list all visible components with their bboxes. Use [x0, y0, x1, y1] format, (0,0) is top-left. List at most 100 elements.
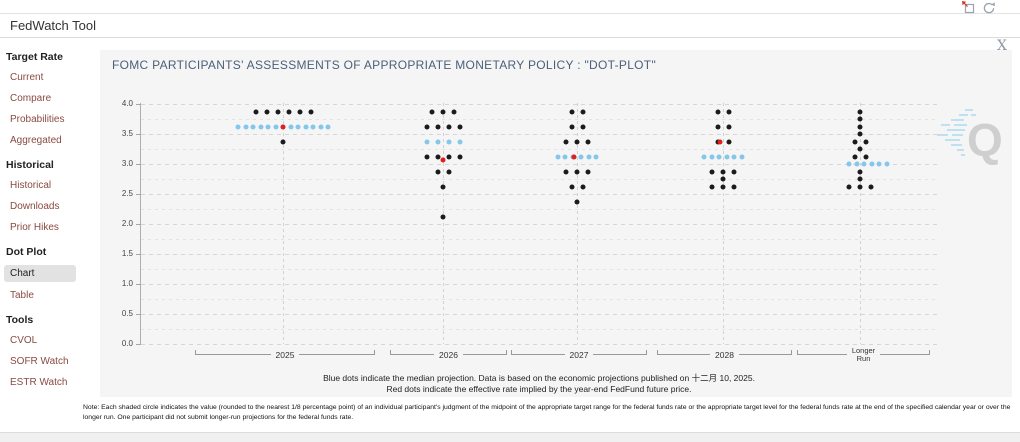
sidebar-heading-tools: Tools	[6, 314, 34, 326]
x-axis: 2025 2026 2027 2028 Longer Run	[140, 346, 938, 366]
bracket-line	[511, 350, 565, 355]
participant-dot	[429, 109, 435, 115]
median-dot	[876, 161, 882, 167]
bracket-line	[299, 350, 376, 355]
gridline	[141, 194, 939, 195]
median-dot	[435, 139, 440, 145]
x-axis-bracket: 2028	[657, 346, 793, 363]
median-dot	[716, 154, 722, 160]
sidebar-item-chart[interactable]: Chart	[4, 265, 76, 282]
quikstrike-watermark: Q	[935, 105, 1007, 171]
footnote: Note: Each shaded circle indicates the v…	[83, 404, 1011, 421]
x-axis-category-label: 2025	[275, 349, 295, 360]
horizontal-scrollbar[interactable]	[0, 432, 1020, 442]
gridline	[141, 314, 939, 315]
median-dot	[884, 161, 890, 167]
participant-dot	[253, 109, 258, 115]
titlebar: FedWatch Tool	[0, 14, 1020, 38]
y-axis-tick	[136, 344, 141, 345]
sidebar-item-table[interactable]: Table	[10, 290, 34, 301]
participant-dot	[446, 154, 451, 160]
y-axis-tick	[136, 164, 141, 165]
y-axis-tick	[136, 134, 141, 135]
gridline	[141, 269, 939, 270]
participant-dot	[857, 184, 863, 190]
gridline	[141, 179, 939, 180]
median-dot	[318, 124, 323, 130]
bracket-line	[880, 350, 931, 355]
participant-dot	[424, 154, 429, 160]
sidebar-item-downloads[interactable]: Downloads	[10, 201, 60, 212]
participant-dot	[440, 184, 446, 190]
gridline	[141, 284, 939, 285]
refresh-icon[interactable]	[982, 1, 996, 14]
median-dot	[288, 124, 293, 130]
median-dot	[724, 154, 730, 160]
participant-dot	[569, 124, 574, 130]
median-dot	[578, 154, 584, 160]
sidebar-item-prior-hikes[interactable]: Prior Hikes	[10, 222, 59, 233]
median-dot	[235, 124, 241, 130]
gridline	[141, 299, 939, 300]
participant-dot	[731, 169, 737, 175]
app-title: FedWatch Tool	[10, 18, 96, 33]
sidebar-item-aggregated[interactable]: Aggregated	[10, 135, 62, 146]
sidebar-item-historical[interactable]: Historical	[10, 180, 52, 191]
x-axis-bracket: 2027	[511, 346, 648, 363]
sidebar-item-current[interactable]: Current	[10, 72, 44, 83]
participant-dot	[580, 124, 585, 130]
participant-dot	[852, 139, 857, 145]
median-dot	[446, 139, 451, 145]
median-dot	[586, 154, 592, 160]
gridline	[141, 254, 939, 255]
participant-dot	[857, 146, 863, 152]
participant-dot	[709, 169, 715, 175]
median-dot	[295, 124, 301, 130]
sidebar-item-estr-watch[interactable]: ESTR Watch	[10, 377, 68, 388]
median-dot	[555, 154, 561, 160]
gridline	[141, 104, 939, 105]
x-axis-bracket: 2026	[390, 346, 508, 363]
bracket-line	[738, 350, 793, 355]
x-axis-category-label: 2027	[569, 349, 589, 360]
caption-line-red: Red dots indicate the effective rate imp…	[386, 384, 692, 394]
participant-dot	[857, 124, 863, 130]
participant-dot	[308, 109, 313, 115]
median-dot	[258, 124, 263, 130]
participant-dot	[457, 124, 462, 130]
column-centerline	[443, 103, 444, 344]
participant-dot	[726, 124, 731, 130]
column-centerline	[283, 103, 284, 344]
participant-dot	[446, 124, 451, 130]
participant-dot	[440, 214, 446, 220]
x-axis-category-label: 2028	[715, 349, 734, 360]
y-axis-label: 4.0	[121, 99, 133, 108]
sidebar-heading-historical: Historical	[6, 159, 54, 171]
median-dot	[265, 124, 271, 130]
participant-dot	[569, 184, 574, 190]
median-dot	[709, 154, 715, 160]
participant-dot	[451, 109, 457, 115]
sidebar-item-sofr-watch[interactable]: SOFR Watch	[10, 356, 69, 367]
sidebar-item-compare[interactable]: Compare	[10, 93, 52, 104]
participant-dot	[435, 169, 440, 175]
y-axis-tick	[136, 314, 141, 315]
median-dot	[424, 139, 429, 145]
sidebar-item-cvol[interactable]: CVOL	[10, 335, 38, 346]
close-icon[interactable]: X	[997, 38, 1007, 54]
gridline	[141, 224, 939, 225]
effective-rate-dot	[440, 157, 446, 163]
y-axis-tick	[136, 194, 141, 195]
watermark-letter: Q	[967, 114, 1003, 166]
sidebar-item-probabilities[interactable]: Probabilities	[10, 114, 65, 125]
participant-dot	[863, 139, 868, 145]
popout-icon[interactable]	[961, 1, 975, 14]
gridline	[141, 149, 939, 150]
gridline	[141, 164, 939, 165]
participant-dot	[857, 169, 863, 175]
participant-dot	[857, 116, 863, 122]
participant-dot	[857, 176, 863, 182]
median-dot	[854, 161, 860, 167]
median-dot	[846, 161, 852, 167]
participant-dot	[726, 109, 731, 115]
